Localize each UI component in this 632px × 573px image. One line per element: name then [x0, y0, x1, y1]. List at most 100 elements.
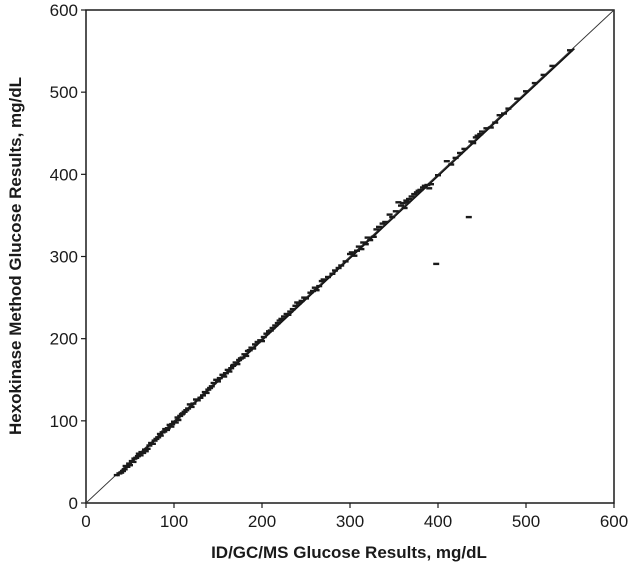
- data-point: [127, 464, 133, 467]
- data-point: [269, 326, 276, 330]
- data-point: [205, 388, 212, 391]
- y-tick-label: 0: [69, 494, 78, 513]
- data-point: [523, 90, 529, 93]
- data-point: [472, 136, 479, 139]
- x-tick-label: 400: [424, 512, 452, 531]
- data-point: [505, 107, 512, 110]
- data-point: [376, 225, 382, 229]
- data-point: [246, 349, 253, 352]
- data-point: [133, 456, 140, 459]
- data-point: [373, 228, 380, 231]
- data-point: [316, 284, 323, 288]
- y-axis-title: Hexokinase Method Glucose Results, mg/dL: [6, 77, 25, 435]
- x-tick-label: 0: [81, 512, 90, 531]
- data-point: [303, 297, 309, 300]
- data-point: [408, 195, 415, 198]
- data-point: [540, 73, 547, 77]
- data-point: [389, 215, 396, 219]
- data-point: [155, 436, 162, 439]
- data-point: [417, 188, 424, 192]
- data-point: [362, 243, 369, 246]
- x-tick-label: 100: [160, 512, 188, 531]
- data-point: [354, 249, 360, 252]
- data-point: [179, 412, 186, 415]
- data-point: [477, 132, 484, 136]
- data-point: [386, 213, 393, 216]
- data-point: [252, 343, 258, 346]
- data-point: [433, 262, 440, 266]
- data-point: [183, 409, 190, 412]
- data-point: [120, 469, 126, 473]
- x-tick-label: 500: [512, 512, 540, 531]
- data-point: [443, 160, 450, 163]
- data-point: [185, 407, 192, 410]
- data-point: [172, 421, 179, 424]
- data-point: [276, 319, 283, 322]
- data-point: [186, 403, 193, 406]
- data-point: [210, 381, 217, 385]
- data-point: [228, 367, 235, 370]
- data-point: [197, 396, 204, 399]
- data-point: [140, 451, 147, 455]
- data-point: [188, 405, 195, 409]
- data-point: [401, 206, 408, 210]
- data-point: [496, 114, 503, 117]
- data-point: [236, 358, 243, 362]
- y-tick-label: 100: [50, 412, 78, 431]
- data-point: [207, 386, 214, 390]
- data-point: [239, 356, 246, 359]
- data-point: [360, 241, 367, 244]
- data-point: [479, 130, 485, 133]
- data-point: [470, 141, 477, 145]
- data-point: [146, 444, 153, 447]
- data-point: [567, 49, 573, 52]
- data-point: [287, 310, 294, 313]
- data-point: [250, 347, 257, 350]
- data-point: [113, 473, 120, 477]
- data-point: [181, 410, 188, 413]
- data-point: [168, 425, 175, 428]
- data-point: [413, 191, 420, 194]
- data-point: [310, 289, 316, 293]
- data-point: [149, 442, 156, 445]
- data-point: [203, 391, 210, 395]
- data-point: [124, 465, 131, 468]
- data-point: [307, 291, 314, 294]
- data-point: [311, 286, 318, 289]
- data-point: [289, 307, 296, 311]
- data-point: [298, 299, 305, 303]
- data-point: [175, 418, 182, 422]
- data-point: [164, 427, 171, 430]
- data-point: [382, 220, 389, 224]
- data-point: [142, 450, 149, 453]
- data-point: [335, 266, 342, 270]
- data-point: [461, 147, 468, 151]
- data-point: [329, 272, 336, 275]
- data-point: [398, 204, 404, 207]
- data-point: [364, 236, 371, 239]
- data-point: [403, 199, 410, 202]
- data-point: [174, 416, 181, 419]
- data-point: [157, 434, 164, 437]
- data-point: [153, 437, 160, 441]
- data-point: [348, 251, 355, 254]
- data-point: [347, 252, 353, 256]
- data-point: [370, 235, 377, 238]
- data-point: [226, 370, 233, 373]
- data-point: [194, 399, 201, 402]
- data-point: [221, 375, 228, 378]
- data-point: [448, 163, 455, 166]
- data-point: [121, 468, 128, 471]
- data-point: [399, 201, 406, 205]
- data-point: [259, 339, 265, 343]
- data-point: [426, 187, 433, 190]
- y-tick-label: 500: [50, 83, 78, 102]
- y-tick-label: 200: [50, 330, 78, 349]
- data-points: [113, 49, 573, 477]
- data-point: [224, 368, 231, 372]
- data-point: [313, 289, 320, 292]
- data-point: [208, 385, 215, 388]
- data-point: [474, 134, 481, 137]
- data-point: [219, 373, 226, 376]
